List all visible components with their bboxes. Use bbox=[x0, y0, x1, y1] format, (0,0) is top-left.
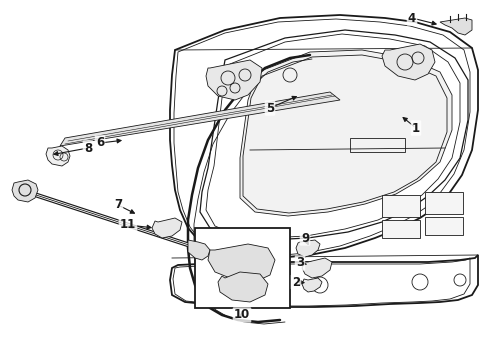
Bar bbox=[195, 228, 290, 308]
Polygon shape bbox=[240, 50, 452, 216]
Polygon shape bbox=[208, 244, 275, 282]
Polygon shape bbox=[188, 240, 210, 260]
Text: 5: 5 bbox=[266, 102, 274, 114]
Text: 8: 8 bbox=[84, 141, 92, 154]
Polygon shape bbox=[170, 15, 478, 258]
Bar bbox=[425, 192, 463, 214]
Polygon shape bbox=[302, 278, 322, 292]
Bar bbox=[425, 217, 463, 235]
Polygon shape bbox=[440, 18, 472, 35]
Text: 7: 7 bbox=[114, 198, 122, 211]
Text: 2: 2 bbox=[292, 275, 300, 288]
Polygon shape bbox=[302, 258, 332, 278]
Text: 11: 11 bbox=[120, 219, 136, 231]
Text: 3: 3 bbox=[296, 256, 304, 270]
Text: 4: 4 bbox=[408, 12, 416, 24]
Polygon shape bbox=[60, 92, 340, 146]
Text: 9: 9 bbox=[301, 231, 309, 244]
Text: 1: 1 bbox=[412, 122, 420, 135]
Bar bbox=[382, 195, 420, 217]
Polygon shape bbox=[296, 240, 320, 257]
Text: 10: 10 bbox=[234, 309, 250, 321]
Bar bbox=[350, 138, 405, 152]
Polygon shape bbox=[46, 146, 70, 166]
Polygon shape bbox=[12, 180, 38, 202]
Polygon shape bbox=[382, 44, 435, 80]
Polygon shape bbox=[170, 255, 478, 307]
Polygon shape bbox=[152, 218, 182, 238]
Text: 6: 6 bbox=[96, 136, 104, 149]
Bar bbox=[382, 220, 420, 238]
Polygon shape bbox=[206, 60, 262, 100]
Polygon shape bbox=[218, 272, 268, 302]
